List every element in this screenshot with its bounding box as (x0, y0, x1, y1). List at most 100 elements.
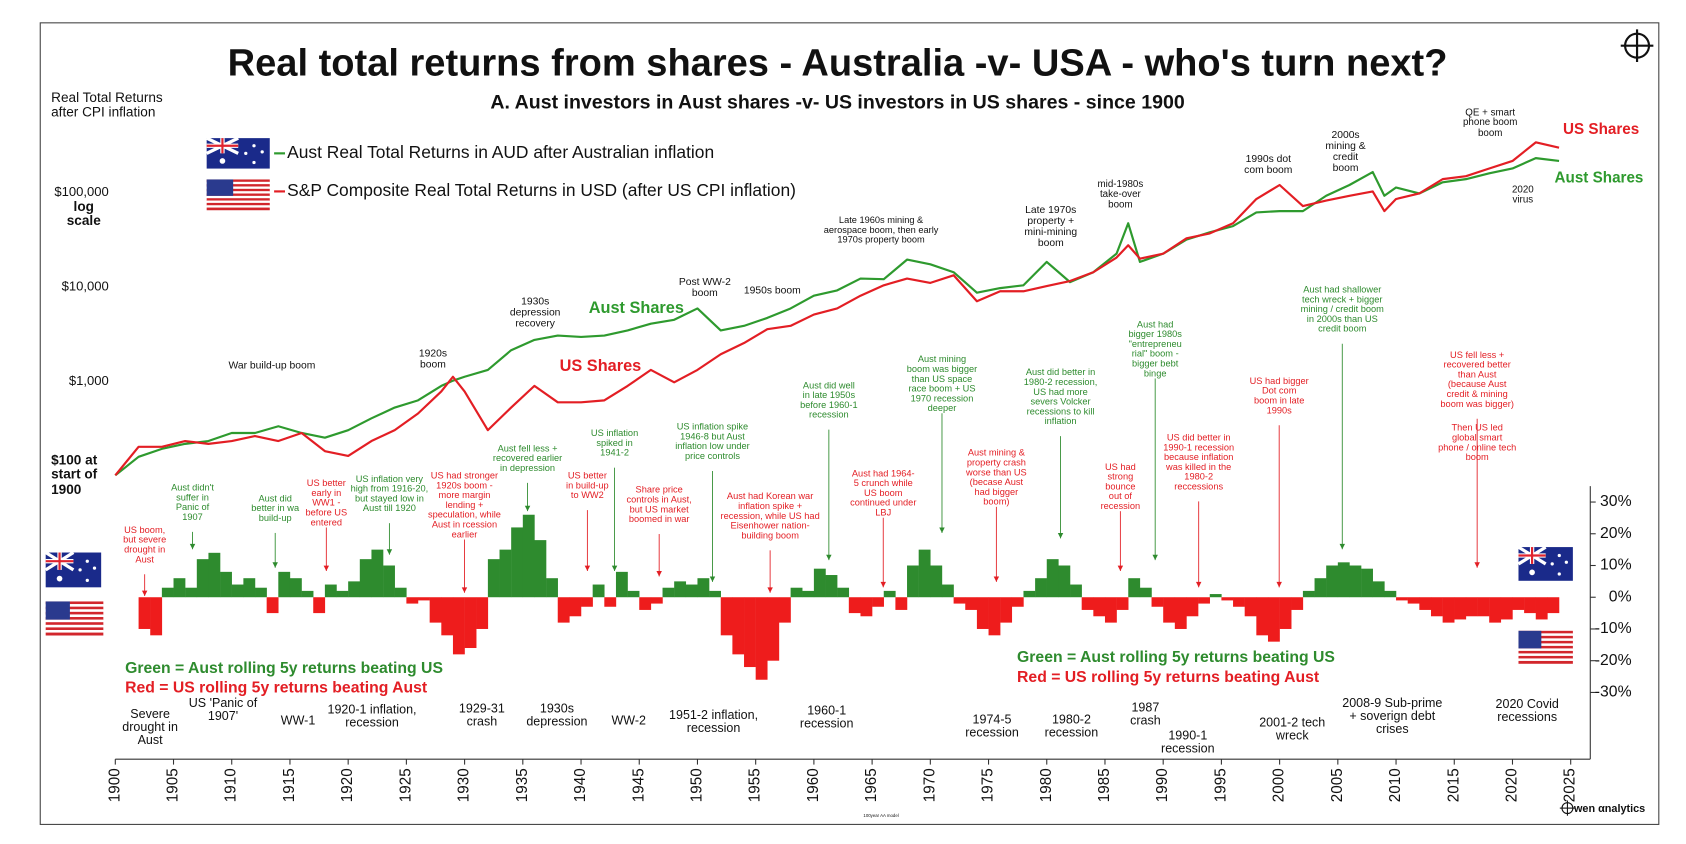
y-axis-note: log scale (66, 199, 101, 229)
bar-legend-label: Red = US rolling 5y returns beating Aust (1017, 669, 1320, 686)
event-label-box: 1960-1 recession (800, 705, 854, 731)
bar (1477, 597, 1490, 617)
flag-stripe (1518, 655, 1573, 659)
x-tick-label: 1930 (456, 768, 473, 802)
arrow-head (1117, 565, 1124, 572)
annotation: US had bigger Dot com boom in late 1990s (1249, 375, 1309, 416)
y2-tick-label: -10% (1595, 620, 1632, 637)
y-tick-label-box: $10,000 (62, 279, 109, 293)
annotation-box: mid-1980s take-over boom (1097, 178, 1144, 210)
bar (336, 590, 349, 598)
flag-stripe (1518, 660, 1573, 664)
event-label: 1920-1 inflation, recession (327, 703, 417, 730)
event-label: US 'Panic of 1907' (188, 697, 258, 724)
bar (941, 584, 954, 598)
legend-label: Aust Real Total Returns in AUD after Aus… (287, 142, 714, 162)
flag-star (1550, 562, 1554, 566)
arrow-head (141, 590, 148, 597)
legend-label: S&P Composite Real Total Returns in USD … (287, 180, 796, 200)
arrow-head (1057, 532, 1064, 539)
bar (429, 597, 442, 623)
bar (1011, 597, 1024, 607)
flag-canton (45, 601, 70, 620)
bar (825, 575, 838, 598)
bar (185, 587, 198, 598)
frame (39, 22, 1660, 825)
flag-canton (1518, 630, 1542, 649)
bar (1023, 590, 1036, 598)
bar (1512, 597, 1525, 610)
flag-us (1518, 630, 1573, 664)
bar (452, 597, 465, 655)
x-tick-label: 1935 (514, 768, 531, 802)
flag-stripe (1518, 633, 1573, 637)
flag-stripe (45, 609, 104, 613)
bar (324, 584, 337, 598)
event-label: WW-2 (611, 714, 646, 728)
bar (1151, 597, 1164, 607)
bar (1407, 597, 1420, 604)
annotation: QE + smart phone boom boom (1462, 106, 1518, 138)
annotation-box: Aust had 1964-5 crunch while US boom con… (850, 467, 917, 518)
annotation: War build-up boom (228, 360, 316, 372)
bar (697, 578, 710, 598)
flag-us (206, 179, 270, 211)
bar (1070, 584, 1082, 598)
bar (301, 590, 314, 598)
x-tick-label: 1915 (281, 768, 298, 802)
flag-star (92, 566, 97, 570)
bar (895, 597, 908, 610)
y2-tick-label: 10% (1600, 557, 1632, 574)
x-tick-label: 1970 (921, 768, 938, 802)
annotation-box: US inflation spike 1946-8 but Aust infla… (675, 420, 750, 461)
bar (359, 559, 372, 598)
bar (1454, 597, 1467, 620)
y-tick-label-box: $1,000 (69, 373, 109, 387)
event-label: WW-1 (280, 714, 316, 728)
flag-stripe (206, 195, 270, 199)
bar (1116, 597, 1129, 610)
bar (627, 590, 640, 598)
annotation: mid-1980s take-over boom (1097, 178, 1144, 210)
annotation-box: Aust fell less + recovered earlier in de… (492, 442, 563, 473)
annotation: Aust had 1964-5 crunch while US boom con… (850, 467, 917, 518)
line-label-box: Aust Shares (589, 300, 684, 317)
line-label-box: US Shares (1563, 121, 1639, 137)
annotation: Then US led global smart phone / online … (1438, 422, 1517, 462)
crosshair-icon (1620, 29, 1654, 62)
annotation: 1920s boom (418, 348, 447, 371)
flag-stripe (206, 181, 270, 185)
bar (1372, 581, 1385, 598)
y2-tick-label: -20% (1595, 652, 1632, 669)
annotation: Share price controls in Aust, but US mar… (626, 483, 692, 524)
bar (1058, 565, 1071, 598)
annotation: US boom, but severe drought in Aust (123, 524, 167, 565)
line-label-box: Aust Shares (1554, 168, 1644, 186)
bar (1267, 597, 1280, 642)
bar (1104, 597, 1117, 623)
event-label-box: 1920-1 inflation, recession (327, 703, 417, 730)
annotation-box: Aust did better in 1980-2 recession, US … (1024, 367, 1098, 425)
event-label: 2020 Covid recessions (1495, 698, 1559, 725)
event-label: 2001-2 tech wreck (1259, 716, 1326, 743)
flag-stripe (206, 198, 270, 201)
flag-stripe (45, 601, 104, 605)
annotation: US inflation spike 1946-8 but Aust infla… (675, 420, 750, 461)
flag-star (252, 160, 256, 165)
bar (441, 597, 454, 636)
y2-tick-label: -30% (1595, 684, 1632, 701)
bar (383, 565, 395, 598)
annotation-box: QE + smart phone boom boom (1462, 106, 1518, 138)
event-label-box: WW-1 (280, 714, 316, 728)
event-label-box: 2020 Covid recessions (1495, 698, 1559, 725)
annotation: 1990s dot com boom (1244, 153, 1293, 177)
flag-stripe (1518, 645, 1573, 649)
bar (220, 571, 232, 598)
event-label-box: US 'Panic of 1907' (188, 697, 258, 724)
line-label: Aust Shares (1554, 168, 1644, 186)
annotation: Aust fell less + recovered earlier in de… (492, 442, 563, 473)
annotation: US did better in 1990-1 recession becaus… (1163, 431, 1235, 492)
flag-star (252, 144, 256, 148)
bar (1198, 597, 1210, 604)
